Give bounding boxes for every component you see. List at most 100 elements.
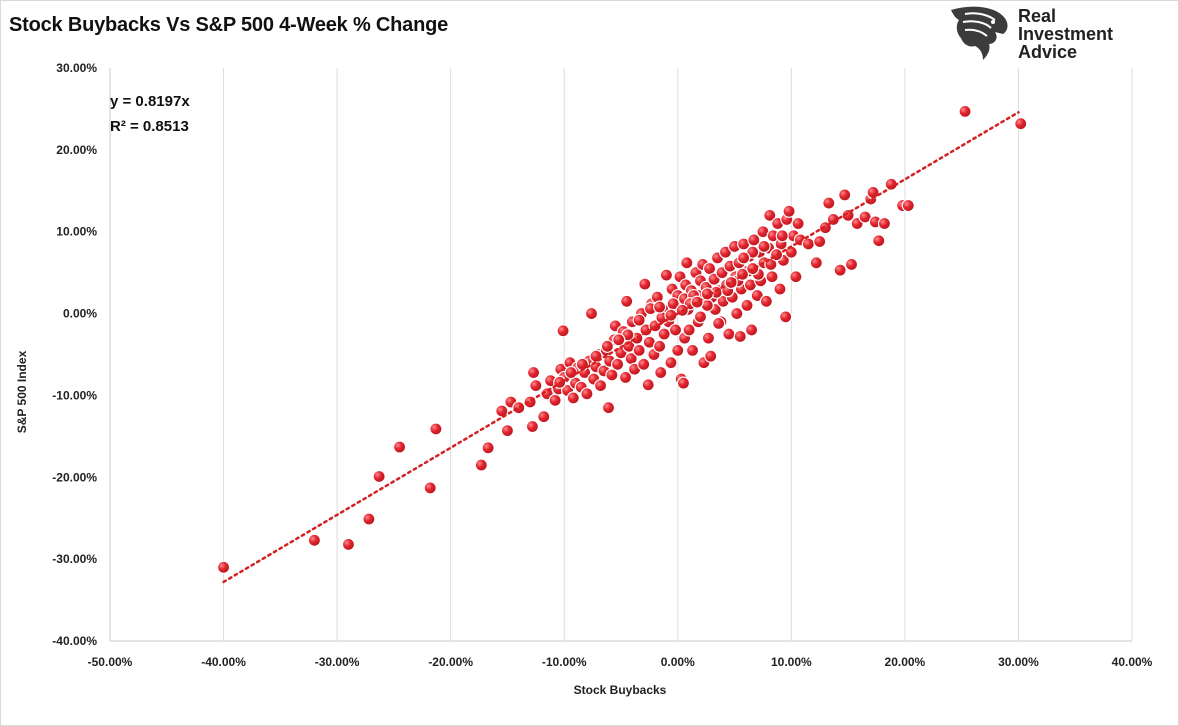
data-point — [740, 298, 754, 312]
data-point — [653, 339, 667, 353]
data-point — [593, 379, 608, 393]
data-point — [746, 261, 760, 276]
data-point — [620, 294, 634, 308]
data-point — [1014, 117, 1028, 131]
y-tick-label: -30.00% — [52, 552, 97, 566]
data-point — [372, 469, 386, 484]
data-point — [789, 270, 803, 284]
x-tick-label: -50.00% — [88, 655, 133, 669]
data-point — [392, 440, 407, 454]
data-point — [833, 263, 847, 277]
data-point — [600, 339, 614, 353]
real-investment-advice-logo: Real Investment Advice — [945, 4, 1145, 66]
data-point — [481, 441, 495, 455]
data-point — [605, 368, 619, 382]
y-tick-label: -10.00% — [52, 388, 97, 402]
data-point — [216, 560, 231, 574]
data-point — [690, 295, 704, 309]
x-tick-label: 30.00% — [998, 655, 1039, 669]
data-point — [641, 378, 655, 392]
data-point — [601, 401, 616, 415]
data-point — [782, 204, 796, 218]
logo-wordmark: Real Investment Advice — [1018, 6, 1114, 62]
y-tick-label: -20.00% — [52, 470, 97, 484]
data-point — [671, 343, 685, 358]
data-point — [724, 275, 738, 290]
trendline-annotation: y = 0.8197x R² = 0.8513 — [110, 89, 190, 139]
data-point — [733, 329, 747, 344]
x-axis-label: Stock Buybacks — [573, 683, 667, 697]
data-point — [685, 343, 700, 358]
data-point — [701, 331, 716, 345]
x-tick-label: -40.00% — [201, 655, 246, 669]
data-point — [809, 256, 823, 270]
data-point — [813, 234, 827, 249]
data-point — [759, 294, 773, 308]
y-tick-label: 0.00% — [63, 307, 97, 321]
data-point — [525, 419, 540, 434]
y-tick-label: -40.00% — [52, 634, 97, 648]
x-tick-labels: -50.00% -40.00% -30.00% -20.00% -10.00% 0.00%… — [88, 655, 1153, 669]
data-point — [765, 270, 779, 284]
data-point — [500, 424, 515, 438]
data-point — [901, 198, 915, 213]
data-point — [637, 357, 651, 371]
data-point — [722, 327, 736, 341]
y-tick-label: 30.00% — [56, 61, 97, 75]
data-point — [612, 333, 626, 347]
data-point — [958, 104, 972, 118]
data-point — [775, 229, 789, 243]
data-point — [429, 422, 443, 436]
data-point — [784, 245, 798, 259]
data-point — [580, 387, 594, 401]
x-tick-label: -10.00% — [542, 655, 587, 669]
data-point — [474, 458, 488, 472]
data-point — [744, 323, 759, 337]
x-tick-label: -30.00% — [315, 655, 360, 669]
axes — [109, 68, 1132, 642]
y-tick-labels: 30.00% 20.00% 10.00% 0.00% -10.00% -20.00% -30… — [52, 61, 97, 648]
data-point — [495, 404, 509, 418]
chart-title: Stock Buybacks Vs S&P 500 4-Week % Chang… — [9, 14, 449, 36]
data-point — [610, 357, 625, 371]
data-point — [341, 537, 356, 552]
data-point — [712, 316, 726, 330]
x-tick-label: 0.00% — [661, 655, 695, 669]
data-point — [307, 533, 321, 547]
data-point — [657, 327, 671, 341]
y-tick-label: 20.00% — [56, 143, 97, 157]
data-point — [838, 188, 852, 202]
x-tick-label: 40.00% — [1112, 655, 1153, 669]
data-point — [730, 306, 744, 321]
data-point — [866, 185, 880, 200]
grid-lines — [223, 68, 1133, 641]
data-point — [423, 481, 437, 495]
data-point — [566, 391, 580, 405]
x-tick-label: 10.00% — [771, 655, 812, 669]
r-squared: R² = 0.8513 — [110, 118, 189, 135]
data-point — [763, 208, 777, 222]
data-point — [659, 268, 674, 282]
data-point — [779, 310, 793, 324]
data-point — [556, 324, 570, 338]
data-point — [512, 401, 526, 415]
x-tick-label: 20.00% — [885, 655, 926, 669]
data-point — [791, 216, 805, 231]
data-point — [801, 237, 815, 251]
trendline-equation: y = 0.8197x — [110, 93, 190, 110]
data-point — [638, 277, 652, 291]
data-point — [757, 239, 771, 254]
data-point — [822, 196, 836, 210]
data-point — [526, 365, 541, 380]
y-tick-label: 10.00% — [56, 225, 97, 239]
data-point — [877, 216, 892, 231]
data-point — [632, 313, 646, 327]
data-points — [216, 104, 1028, 574]
y-axis-label: S&P 500 Index — [15, 350, 29, 434]
data-point — [668, 323, 683, 337]
data-point — [682, 323, 696, 337]
data-point — [537, 410, 551, 424]
eagle-logo-icon — [951, 6, 1008, 60]
data-point — [653, 300, 667, 314]
data-point — [844, 257, 859, 272]
